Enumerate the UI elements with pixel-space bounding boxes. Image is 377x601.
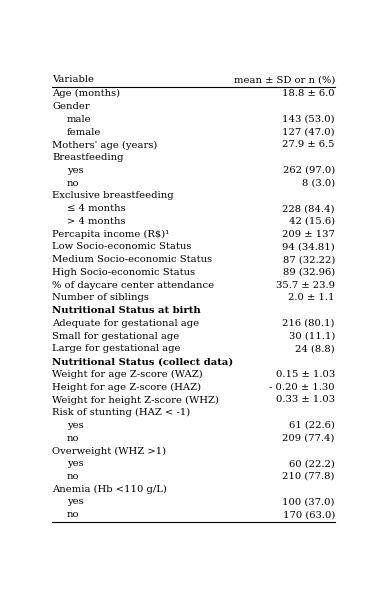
Text: 0.33 ± 1.03: 0.33 ± 1.03 <box>276 395 335 404</box>
Text: 170 (63.0): 170 (63.0) <box>282 510 335 519</box>
Text: 228 (84.4): 228 (84.4) <box>282 204 335 213</box>
Text: Weight for age Z-score (WAZ): Weight for age Z-score (WAZ) <box>52 370 203 379</box>
Text: Mothersˈ age (years): Mothersˈ age (years) <box>52 140 158 150</box>
Text: Weight for height Z-score (WHZ): Weight for height Z-score (WHZ) <box>52 395 219 404</box>
Text: Risk of stunting (HAZ < -1): Risk of stunting (HAZ < -1) <box>52 408 191 417</box>
Text: 89 (32.96): 89 (32.96) <box>283 268 335 277</box>
Text: 209 ± 137: 209 ± 137 <box>282 230 335 239</box>
Text: Age (months): Age (months) <box>52 90 121 99</box>
Text: mean ± SD or n (%): mean ± SD or n (%) <box>233 75 335 84</box>
Text: 0.15 ± 1.03: 0.15 ± 1.03 <box>276 370 335 379</box>
Text: 100 (37.0): 100 (37.0) <box>282 498 335 507</box>
Text: no: no <box>67 510 80 519</box>
Text: Small for gestational age: Small for gestational age <box>52 332 179 341</box>
Text: 94 (34.81): 94 (34.81) <box>282 242 335 251</box>
Text: Percapita income (R$)¹: Percapita income (R$)¹ <box>52 230 170 239</box>
Text: female: female <box>67 127 101 136</box>
Text: Height for age Z-score (HAZ): Height for age Z-score (HAZ) <box>52 383 202 392</box>
Text: Breastfeeding: Breastfeeding <box>52 153 124 162</box>
Text: 61 (22.6): 61 (22.6) <box>289 421 335 430</box>
Text: Variable: Variable <box>52 75 94 84</box>
Text: Large for gestational age: Large for gestational age <box>52 344 181 353</box>
Text: no: no <box>67 434 80 443</box>
Text: 27.9 ± 6.5: 27.9 ± 6.5 <box>282 141 335 150</box>
Text: yes: yes <box>67 459 84 468</box>
Text: 24 (8.8): 24 (8.8) <box>295 344 335 353</box>
Text: no: no <box>67 178 80 188</box>
Text: yes: yes <box>67 498 84 507</box>
Text: - 0.20 ± 1.30: - 0.20 ± 1.30 <box>269 383 335 392</box>
Text: yes: yes <box>67 421 84 430</box>
Text: 262 (97.0): 262 (97.0) <box>283 166 335 175</box>
Text: Exclusive breastfeeding: Exclusive breastfeeding <box>52 192 174 200</box>
Text: yes: yes <box>67 166 84 175</box>
Text: 18.8 ± 6.0: 18.8 ± 6.0 <box>282 90 335 99</box>
Text: 143 (53.0): 143 (53.0) <box>282 115 335 124</box>
Text: Anemia (Hb <110 g/L): Anemia (Hb <110 g/L) <box>52 484 167 494</box>
Text: 60 (22.2): 60 (22.2) <box>289 459 335 468</box>
Text: Overweight (WHZ >1): Overweight (WHZ >1) <box>52 447 167 456</box>
Text: Number of siblings: Number of siblings <box>52 293 149 302</box>
Text: 209 (77.4): 209 (77.4) <box>282 434 335 443</box>
Text: 8 (3.0): 8 (3.0) <box>302 178 335 188</box>
Text: Nutritional Status at birth: Nutritional Status at birth <box>52 306 201 315</box>
Text: High Socio-economic Status: High Socio-economic Status <box>52 268 196 277</box>
Text: ≤ 4 months: ≤ 4 months <box>67 204 126 213</box>
Text: 2.0 ± 1.1: 2.0 ± 1.1 <box>288 293 335 302</box>
Text: 216 (80.1): 216 (80.1) <box>282 319 335 328</box>
Text: Low Socio-economic Status: Low Socio-economic Status <box>52 242 192 251</box>
Text: % of daycare center attendance: % of daycare center attendance <box>52 281 215 290</box>
Text: male: male <box>67 115 92 124</box>
Text: 127 (47.0): 127 (47.0) <box>282 127 335 136</box>
Text: 87 (32.22): 87 (32.22) <box>282 255 335 264</box>
Text: > 4 months: > 4 months <box>67 217 126 226</box>
Text: 35.7 ± 23.9: 35.7 ± 23.9 <box>276 281 335 290</box>
Text: 30 (11.1): 30 (11.1) <box>288 332 335 341</box>
Text: 210 (77.8): 210 (77.8) <box>282 472 335 481</box>
Text: Gender: Gender <box>52 102 90 111</box>
Text: Adequate for gestational age: Adequate for gestational age <box>52 319 199 328</box>
Text: no: no <box>67 472 80 481</box>
Text: 42 (15.6): 42 (15.6) <box>289 217 335 226</box>
Text: Nutritional Status (collect data): Nutritional Status (collect data) <box>52 357 234 366</box>
Text: Medium Socio-economic Status: Medium Socio-economic Status <box>52 255 213 264</box>
